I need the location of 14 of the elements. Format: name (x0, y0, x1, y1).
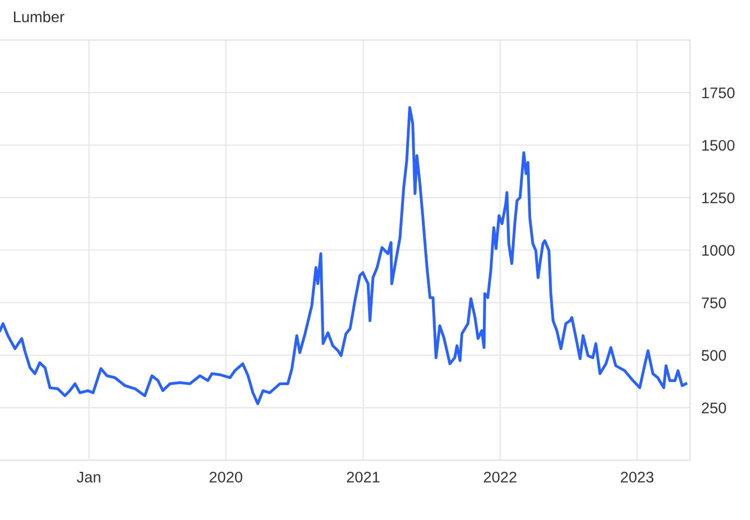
y-tick-label: 1500 (702, 140, 734, 151)
x-tick-label: 2022 (484, 472, 516, 483)
chart-title: Lumber (14, 11, 64, 22)
x-tick-label: 2023 (620, 472, 654, 483)
y-tick-label: 500 (702, 350, 726, 361)
y-tick-label: 1000 (702, 244, 734, 256)
y-tick-label: 1250 (702, 192, 734, 204)
x-tick-label: Jan (76, 472, 100, 483)
line-series (0, 106, 688, 406)
x-tick-label: 2021 (346, 472, 380, 483)
x-tick-label: 2020 (210, 472, 242, 483)
y-tick-label: 750 (702, 298, 726, 308)
y-tick-label: 1750 (702, 87, 734, 98)
y-tick-label: 250 (702, 402, 726, 414)
